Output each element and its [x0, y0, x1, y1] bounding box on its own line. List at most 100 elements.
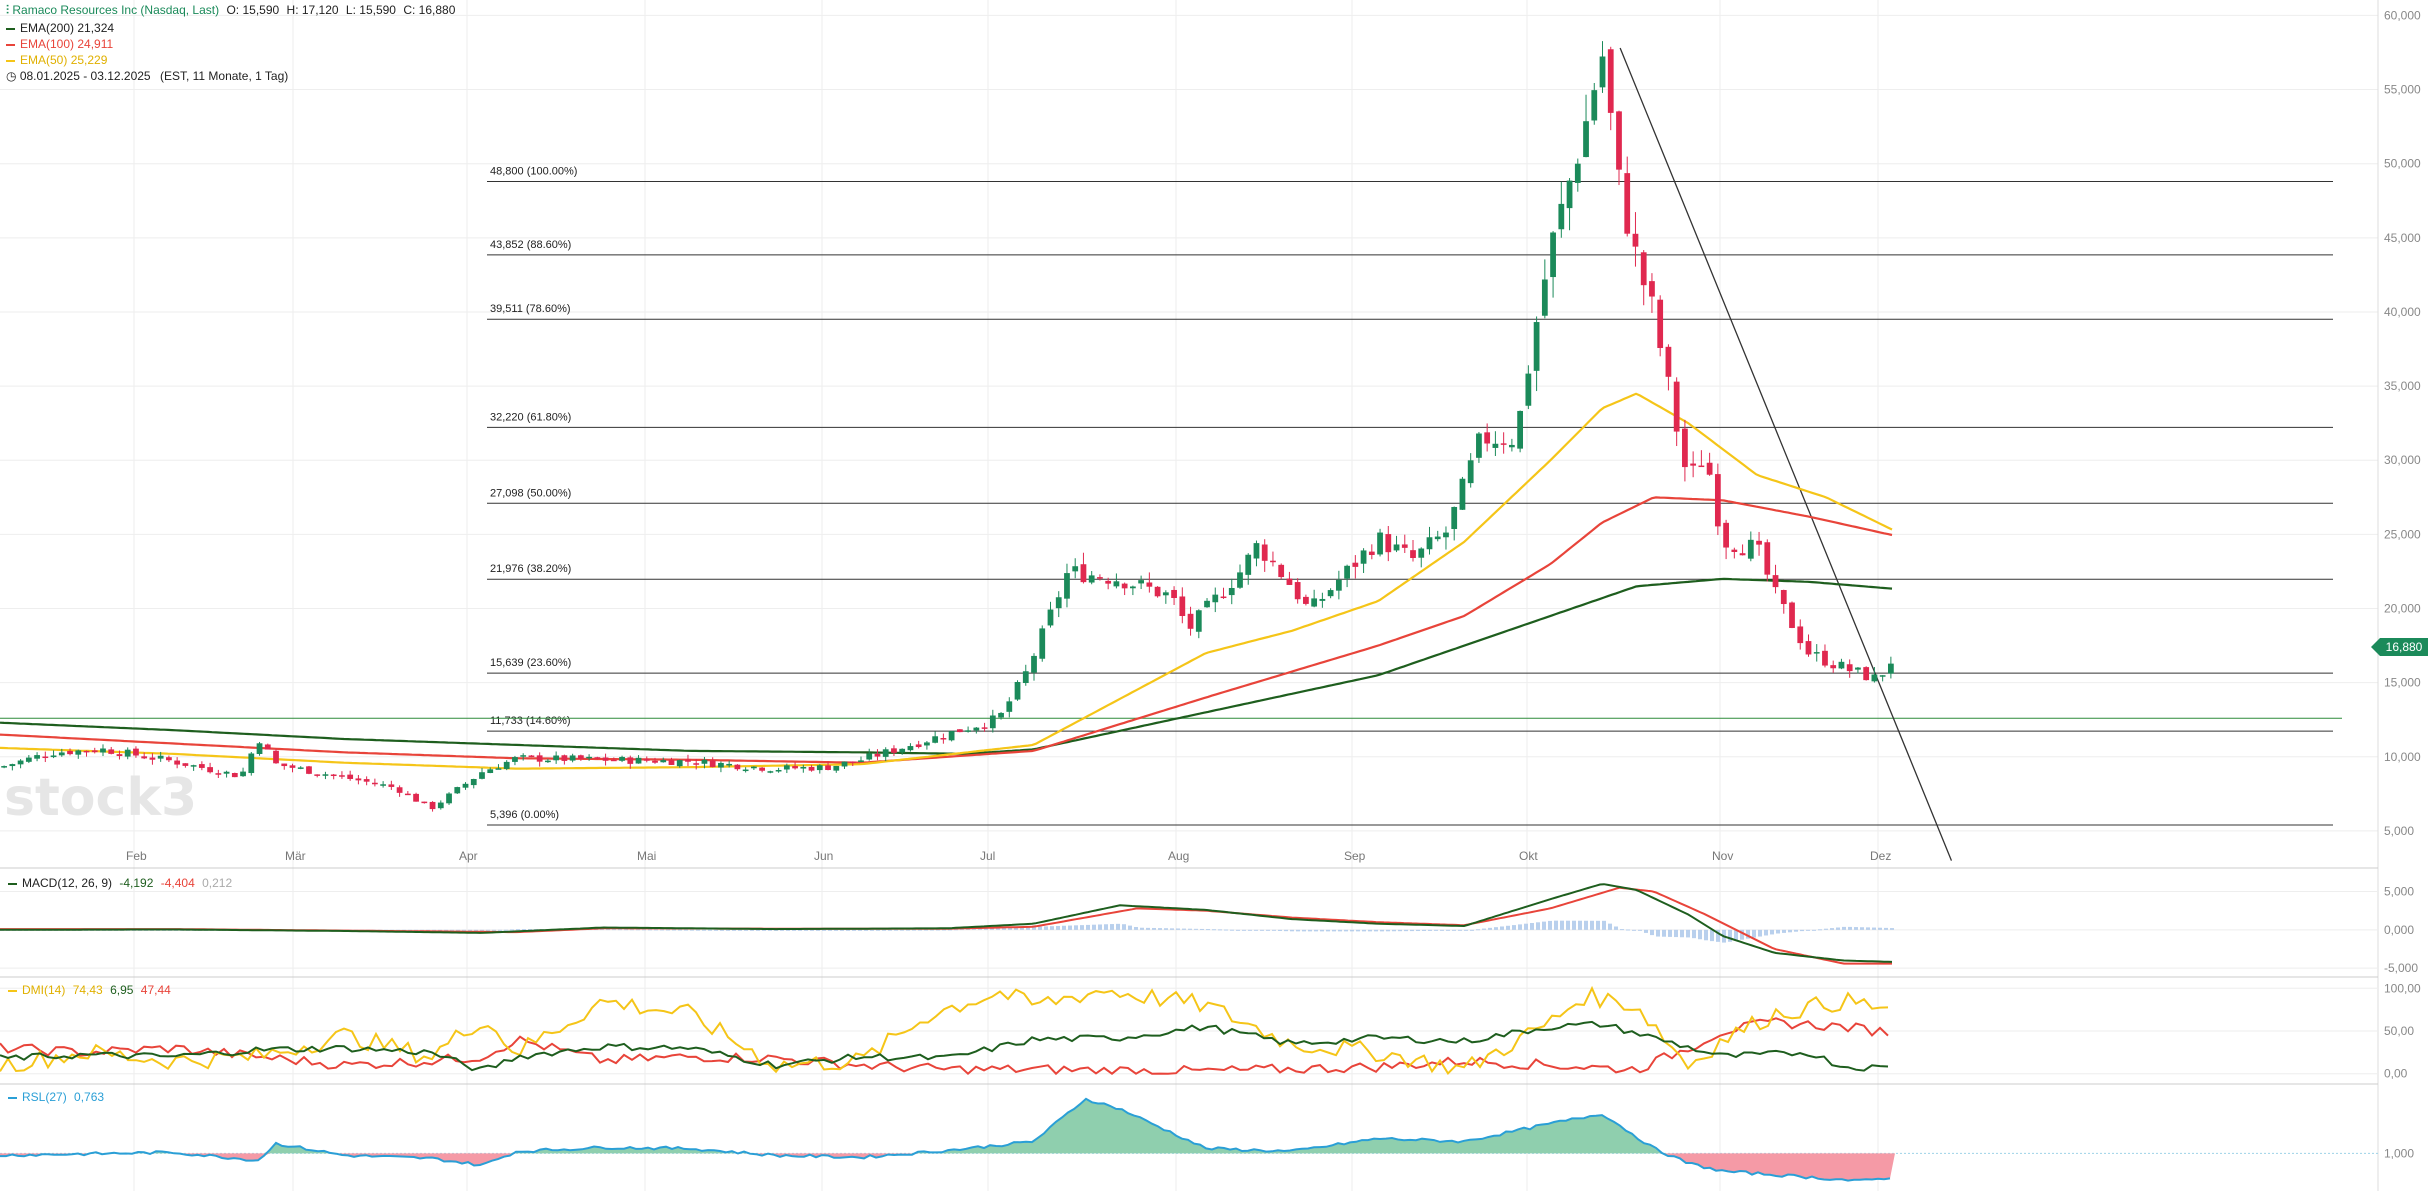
candle-up — [479, 772, 485, 779]
candle-up — [462, 783, 469, 788]
legend-ema200[interactable]: EMA(200) 21,324 — [6, 20, 114, 36]
macd-histogram-bar — [1848, 926, 1852, 930]
candle-up — [1113, 581, 1120, 587]
candle-down — [42, 756, 49, 759]
macd-histogram-bar — [1614, 926, 1618, 930]
candle-down — [231, 773, 238, 778]
macd-histogram-bar — [924, 929, 928, 931]
macd-histogram-bar — [1350, 929, 1354, 932]
macd-histogram-bar — [1014, 927, 1018, 930]
macd-histogram-bar — [798, 929, 802, 931]
macd-histogram-bar — [936, 929, 940, 931]
candle-down — [981, 727, 988, 729]
macd-histogram-bar — [1632, 929, 1636, 931]
macd-histogram-bar — [666, 929, 670, 931]
ema100-line — [0, 496, 1893, 764]
candle-up — [1006, 701, 1013, 712]
candle-up — [924, 742, 930, 746]
dmi-adx-line — [0, 1020, 1889, 1072]
macd-histogram-bar — [882, 929, 886, 931]
macd-histogram-bar — [1680, 929, 1684, 938]
macd-histogram-bar — [612, 929, 616, 931]
macd-histogram-bar — [846, 929, 850, 931]
candle-up — [718, 762, 724, 768]
candle-up — [775, 769, 782, 772]
macd-histogram-bar — [1788, 929, 1792, 933]
dmi-label[interactable]: DMI(14) 74,43 6,95 47,44 — [8, 983, 171, 997]
candle-up — [1022, 671, 1029, 683]
candle-down — [1714, 474, 1721, 527]
macd-histogram-bar — [828, 929, 832, 931]
candle-up — [1550, 232, 1556, 278]
candle-down — [1797, 626, 1804, 644]
macd-histogram-bar — [984, 928, 988, 930]
macd-label[interactable]: MACD(12, 26, 9) -4,192 -4,404 0,212 — [8, 876, 232, 890]
rsl-fill-below — [0, 1153, 1895, 1181]
macd-histogram-bar — [1032, 926, 1036, 930]
macd-histogram-bar — [1368, 929, 1372, 932]
macd-histogram-bar — [522, 929, 526, 931]
legend-ema50[interactable]: EMA(50) 25,229 — [6, 52, 107, 68]
macd-histogram-bar — [1494, 927, 1498, 930]
macd-histogram-bar — [1344, 929, 1348, 932]
rsl-name: RSL(27) — [22, 1090, 67, 1104]
candle-down — [915, 744, 922, 748]
macd-histogram-bar — [528, 929, 532, 931]
macd-histogram-bar — [1668, 929, 1672, 937]
macd-histogram-bar — [1854, 927, 1858, 930]
period-detail: (EST, 11 Monate, 1 Tag) — [159, 69, 289, 83]
macd-histogram-bar — [1716, 929, 1720, 942]
macd-histogram-bar — [1140, 927, 1144, 930]
macd-histogram-bar — [1818, 929, 1822, 931]
macd-histogram-bar — [1824, 928, 1828, 930]
macd-histogram-bar — [1758, 929, 1762, 937]
macd-histogram-bar — [1110, 924, 1114, 930]
legend-ema100[interactable]: EMA(100) 24,911 — [6, 36, 113, 52]
macd-histogram-bar — [1740, 929, 1744, 940]
macd-histogram-bar — [1800, 929, 1804, 932]
candle-down — [693, 763, 700, 765]
candle-up — [948, 731, 955, 741]
candle-up — [1525, 373, 1532, 406]
candle-up — [701, 759, 708, 764]
candle-up — [1377, 532, 1383, 555]
x-tick-label: Aug — [1168, 849, 1189, 863]
candle-down — [207, 767, 213, 773]
candle-up — [58, 752, 65, 756]
candle-up — [1747, 539, 1754, 559]
macd-histogram-bar — [972, 928, 976, 930]
macd-histogram-bar — [1872, 927, 1876, 930]
y-tick-label: 30,000 — [2384, 453, 2421, 467]
candle-down — [1368, 551, 1375, 555]
macd-histogram-bar — [1710, 929, 1714, 942]
macd-histogram-bar — [1692, 929, 1696, 939]
candle-down — [956, 729, 963, 733]
candle-down — [1154, 586, 1161, 597]
macd-histogram-bar — [444, 929, 448, 931]
candle-up — [1360, 550, 1367, 564]
macd-histogram-bar — [894, 929, 898, 931]
macd-histogram-bar — [1374, 929, 1378, 932]
candle-up — [1541, 279, 1548, 316]
candle-down — [1286, 578, 1293, 585]
candle-up — [841, 761, 848, 767]
macd-histogram-bar — [870, 929, 874, 931]
candle-up — [1212, 594, 1219, 603]
candle-up — [1451, 506, 1458, 530]
candle-down — [1303, 596, 1309, 604]
candle-up — [750, 766, 757, 769]
fib-level-label: 39,511 (78.60%) — [490, 303, 571, 315]
candle-down — [388, 784, 395, 787]
macd-swatch-icon — [8, 882, 17, 885]
candle-up — [1508, 444, 1515, 448]
candle-up — [1319, 598, 1326, 601]
macd-histogram-bar — [1590, 920, 1594, 930]
macd-histogram-bar — [1386, 929, 1390, 932]
rsl-line — [0, 1097, 1891, 1182]
macd-histogram-bar — [1770, 929, 1774, 935]
candle-down — [396, 787, 403, 793]
rsl-label[interactable]: RSL(27) 0,763 — [8, 1090, 104, 1104]
candle-up — [1591, 90, 1598, 121]
macd-histogram-bar — [1830, 928, 1834, 930]
